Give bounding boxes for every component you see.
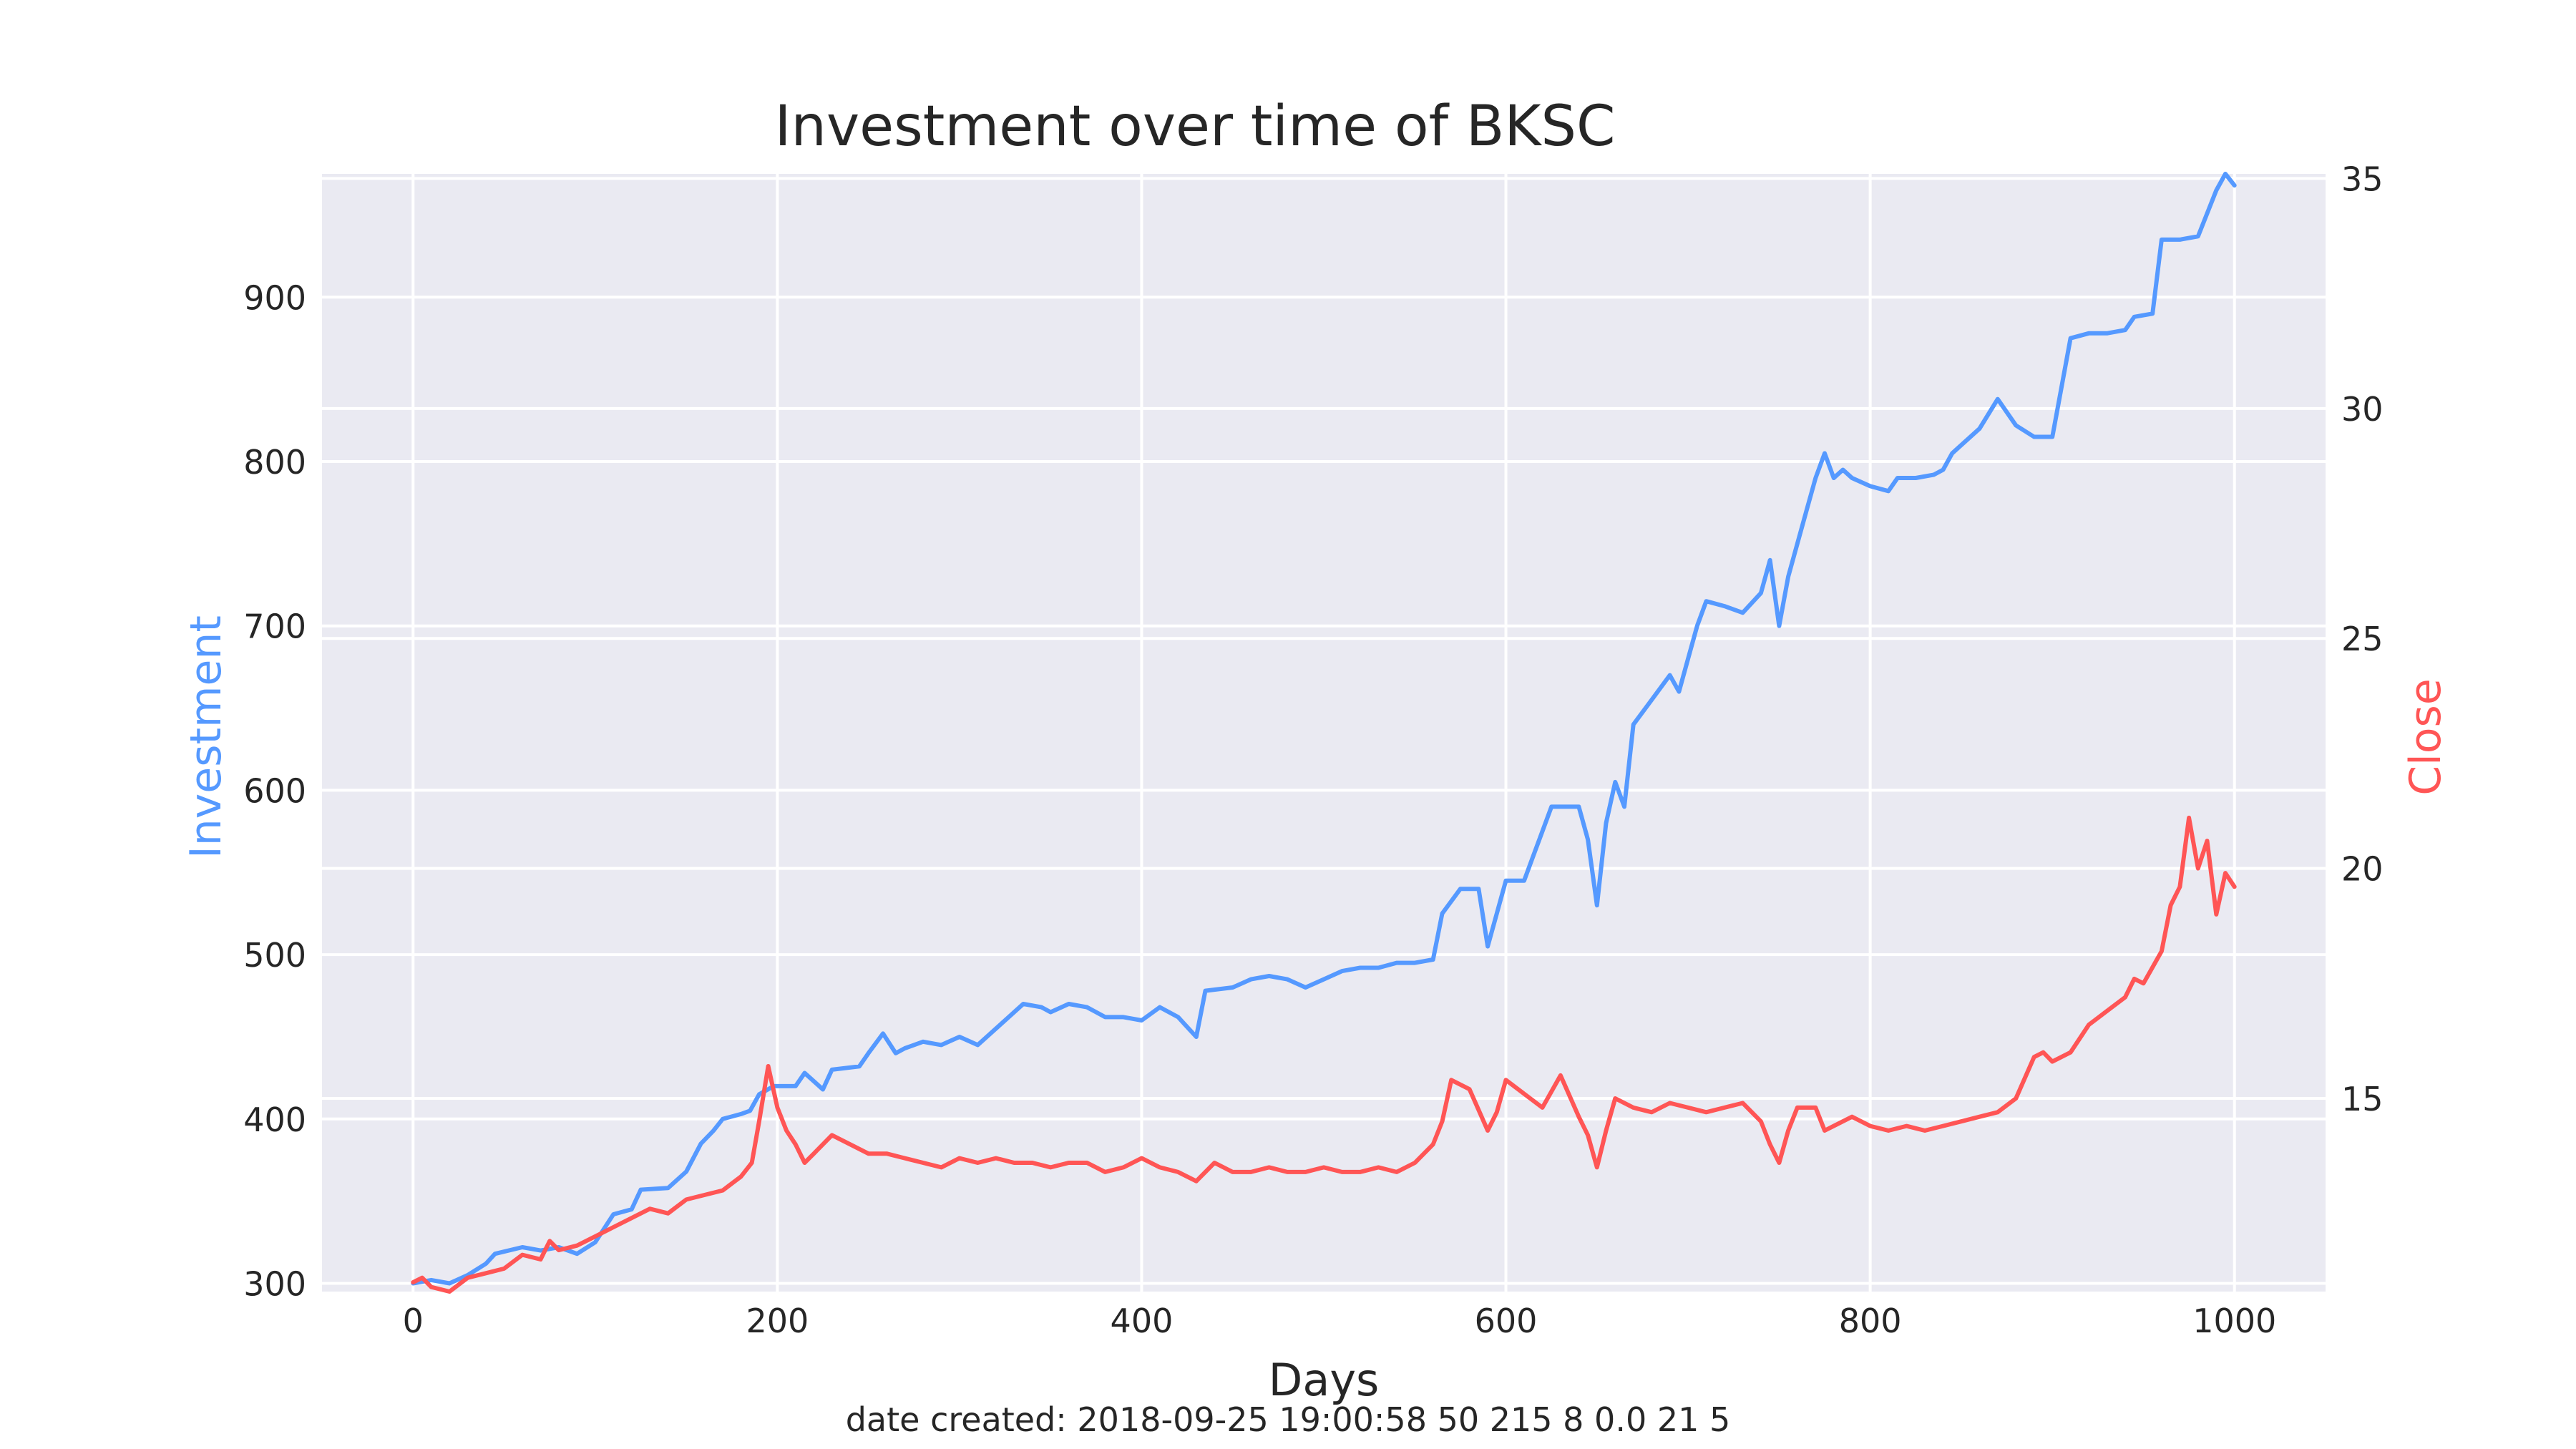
- x-tick-label: 200: [746, 1302, 809, 1340]
- x-axis-label: Days: [1269, 1354, 1380, 1406]
- grid: [322, 174, 2326, 1292]
- series-line-investment: [411, 172, 2237, 1286]
- x-tick-label: 1000: [2192, 1302, 2276, 1340]
- x-tick-label: 0: [403, 1302, 424, 1340]
- chart-title: Investment over time of BKSC: [775, 94, 1616, 159]
- y-left-tick-label: 800: [243, 443, 306, 482]
- y-left-tick-label: 300: [243, 1265, 306, 1304]
- x-tick-label: 600: [1475, 1302, 1538, 1340]
- y-right-tick-label: 30: [2341, 390, 2384, 429]
- y-left-tick-label: 600: [243, 771, 306, 810]
- y-right-tick-label: 20: [2341, 850, 2384, 889]
- y-right-tick-label: 35: [2341, 160, 2384, 198]
- x-tick-label: 400: [1111, 1302, 1174, 1340]
- y-left-tick-label: 900: [243, 278, 306, 317]
- series-layer: [411, 172, 2237, 1294]
- y-left-tick-label: 500: [243, 936, 306, 975]
- y-right-tick-label: 25: [2341, 620, 2384, 658]
- series-line-close: [411, 815, 2237, 1294]
- y-right-tick-label: 15: [2341, 1080, 2384, 1118]
- y-left-tick-label: 400: [243, 1101, 306, 1139]
- y-axis-label-right: Close: [2401, 678, 2451, 795]
- footer-text: date created: 2018-09-25 19:00:58 50 215…: [846, 1400, 1731, 1439]
- y-axis-label-left: Investment: [181, 615, 231, 859]
- y-left-tick-label: 700: [243, 608, 306, 646]
- x-tick-label: 800: [1839, 1302, 1902, 1340]
- plot-area: [322, 174, 2326, 1292]
- tick-labels: 0 200 400 600 800 1000 300 400 500 600 700 800 900 15…: [243, 160, 2383, 1340]
